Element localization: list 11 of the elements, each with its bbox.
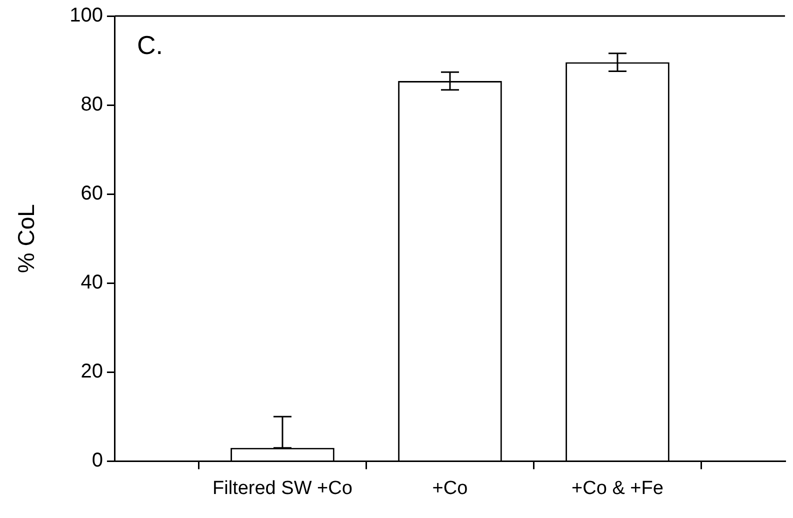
y-tick-label: 80 <box>80 94 103 116</box>
x-tick-label: +Co & +Fe <box>572 478 664 499</box>
y-axis-title: % CoL <box>13 204 40 274</box>
x-tick-label: Filtered SW +Co <box>212 478 352 499</box>
annotation: C. <box>136 30 163 60</box>
y-tick-label: 40 <box>80 272 103 294</box>
y-tick-label: 100 <box>70 4 103 27</box>
y-tick-label: 60 <box>80 182 103 205</box>
y-tick-label: 0 <box>92 450 103 472</box>
x-tick-label: +Co <box>432 478 468 499</box>
y-tick-label: 20 <box>80 360 103 383</box>
